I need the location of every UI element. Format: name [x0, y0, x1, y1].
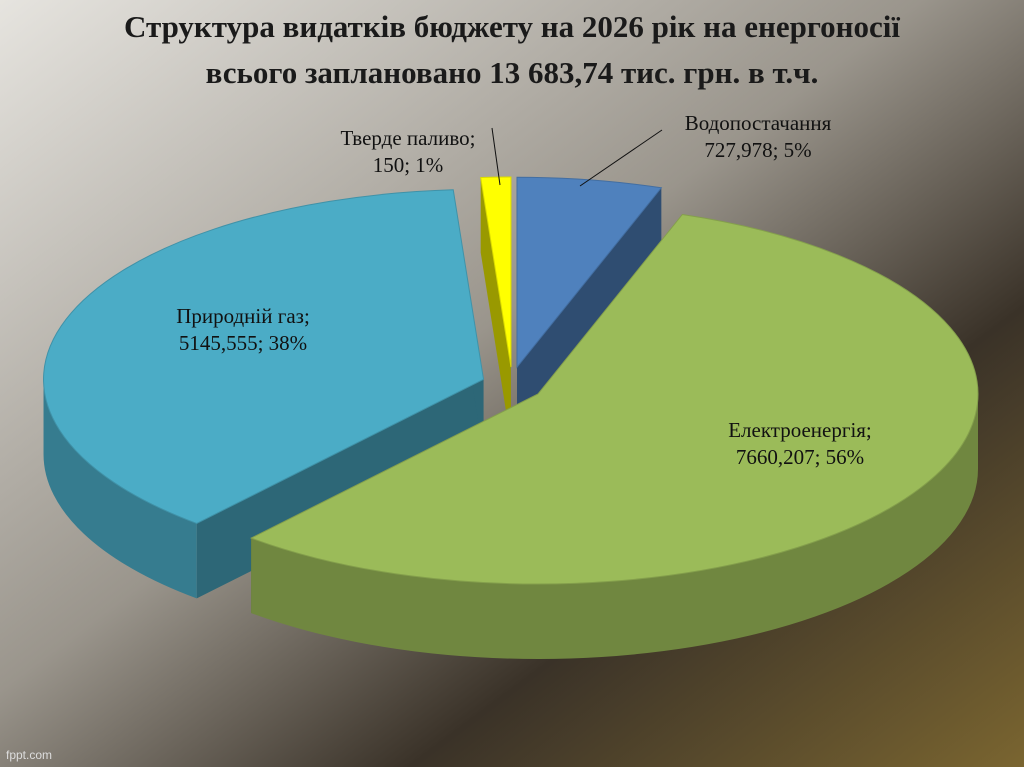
slice: [516, 176, 663, 369]
watermark: fppt.com: [6, 748, 52, 762]
slice-value-label: 727,978; 5%: [704, 138, 811, 162]
slice-label: Тверде паливо;: [341, 126, 476, 150]
slice-wall: [251, 393, 979, 659]
slice-value-label: 150; 1%: [373, 153, 444, 177]
slice-side: [480, 177, 511, 443]
slice-label: Природній газ;: [176, 304, 310, 328]
slice-label: Водопостачання: [685, 111, 832, 135]
slice: [480, 176, 512, 368]
leader-line: [491, 127, 501, 186]
chart-title: Структура видатків бюджету на 2026 рік н…: [124, 9, 900, 44]
slice-wall: [43, 379, 197, 599]
slice-value-label: 5145,555; 38%: [179, 331, 307, 355]
leader-line: [579, 129, 663, 187]
slice-label: Електроенергія;: [728, 418, 872, 442]
slice: [43, 189, 485, 524]
slice-value-label: 7660,207; 56%: [736, 445, 864, 469]
slice: [249, 213, 979, 585]
chart-subtitle: всього заплановано 13 683,74 тис. грн. в…: [206, 55, 819, 90]
